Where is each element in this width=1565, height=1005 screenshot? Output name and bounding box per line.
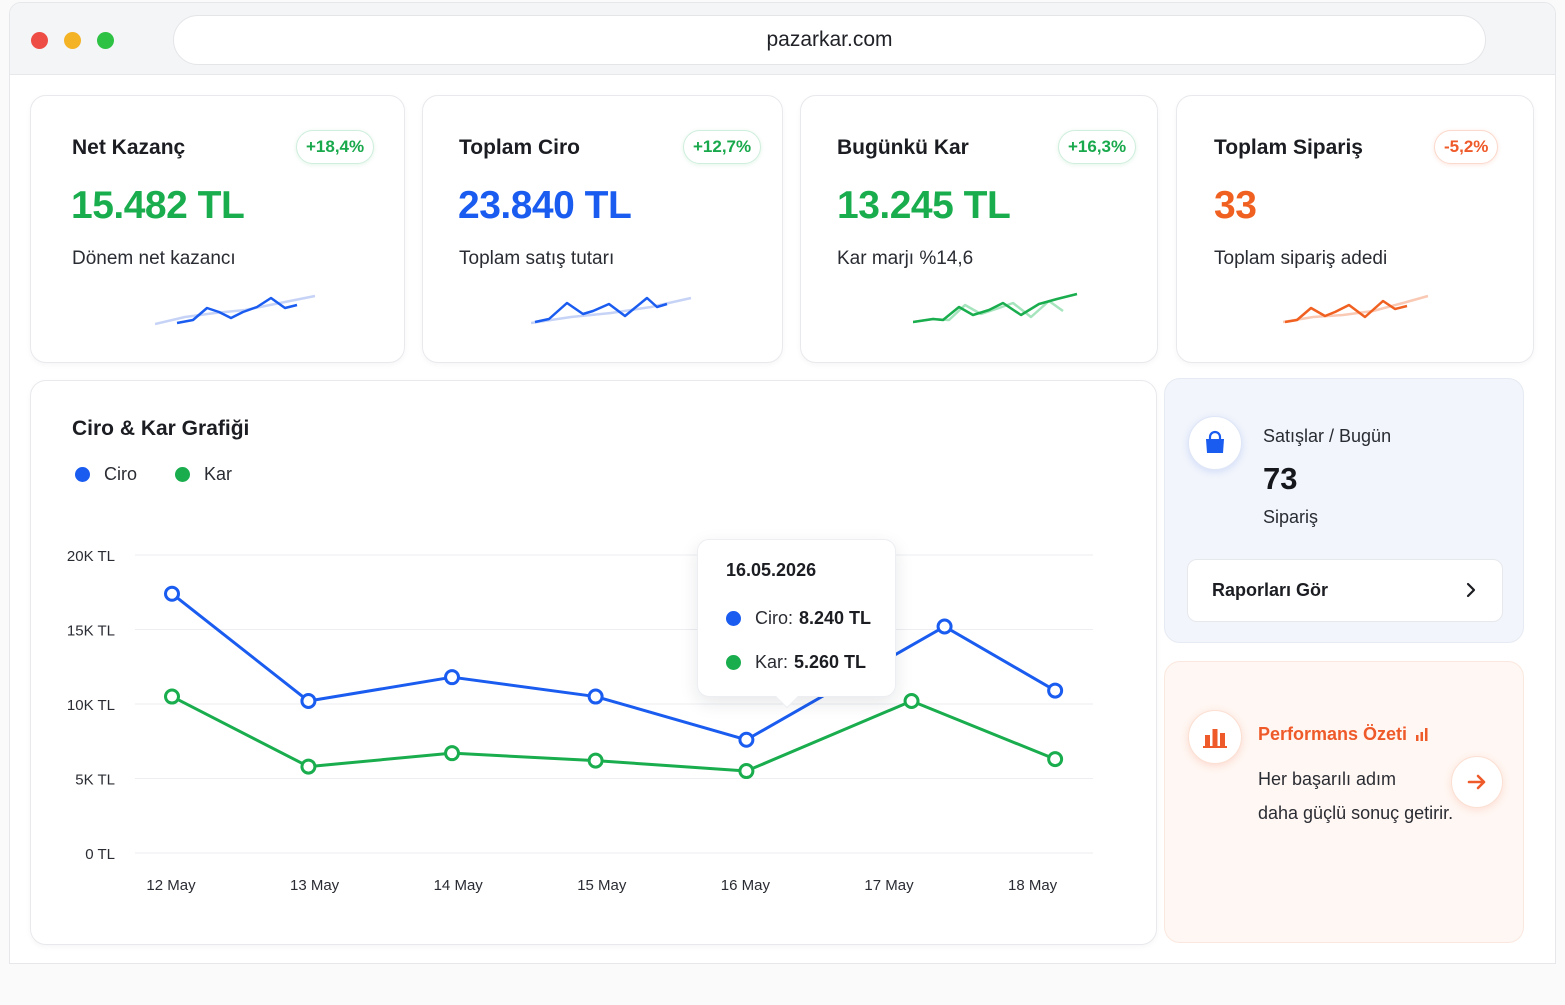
data-point-kar bbox=[1047, 751, 1064, 768]
maximize-window-button[interactable] bbox=[97, 32, 114, 49]
data-point-ciro bbox=[300, 693, 317, 710]
data-point-kar bbox=[587, 752, 604, 769]
legend-kar-label: Kar bbox=[204, 464, 233, 484]
y-tick-label: 10K TL bbox=[67, 697, 115, 714]
x-tick-label: 14 May bbox=[434, 877, 484, 894]
x-tick-label: 17 May bbox=[864, 877, 914, 894]
url-text: pazarkar.com bbox=[766, 28, 893, 51]
change-badge: +16,3% bbox=[1058, 130, 1137, 164]
sales-today-card: Satışlar / Bugün 73 Sipariş Raporları Gö… bbox=[1164, 378, 1524, 643]
kpi-subtitle: Dönem net kazancı bbox=[72, 248, 236, 269]
kpi-value: 15.482 TL bbox=[71, 184, 245, 227]
legend-ciro-label: Ciro bbox=[104, 464, 138, 484]
sparkline-chart bbox=[913, 292, 1078, 324]
tooltip-ciro-dot bbox=[726, 611, 741, 626]
performance-details-button[interactable] bbox=[1451, 756, 1503, 808]
kpi-card-toplam-ciro: Toplam Ciro +12,7% 23.840 TL Toplam satı… bbox=[422, 95, 783, 363]
kpi-subtitle: Toplam sipariş adedi bbox=[1214, 248, 1388, 269]
sales-label: Satışlar / Bugün bbox=[1263, 426, 1392, 446]
y-tick-label: 5K TL bbox=[75, 772, 115, 789]
tooltip-kar-label: Kar: bbox=[755, 652, 789, 672]
series-line-ciro bbox=[171, 592, 1056, 742]
line-chart: 0 TL 5K TL 10K TL 15K TL 20K TL 12 May 13 May 1… bbox=[67, 548, 1093, 894]
kpi-title: Toplam Sipariş bbox=[1214, 136, 1363, 159]
tooltip-date: 16.05.2026 bbox=[726, 560, 817, 580]
change-badge: +12,7% bbox=[683, 130, 762, 164]
change-badge: -5,2% bbox=[1434, 130, 1499, 164]
legend-kar[interactable]: Kar bbox=[175, 464, 232, 485]
chart-card: Ciro & Kar Grafiği Ciro Kar 0 TL 5K TL 10K… bbox=[30, 380, 1157, 945]
signal-bars-icon bbox=[1416, 728, 1428, 741]
change-badge: +18,4% bbox=[296, 130, 375, 164]
performance-title-text: Performans Özeti bbox=[1258, 724, 1408, 744]
shopping-bag-icon bbox=[1188, 416, 1242, 470]
kpi-title: Toplam Ciro bbox=[459, 136, 580, 159]
sales-unit: Sipariş bbox=[1263, 507, 1319, 527]
sales-value: 73 bbox=[1263, 461, 1298, 496]
legend-ciro-dot bbox=[75, 467, 90, 482]
chart-tooltip: 16.05.2026 Ciro: 8.240 TL Kar: 5.260 TL bbox=[697, 539, 896, 709]
arrow-right-icon bbox=[1467, 774, 1486, 790]
kpi-value: 13.245 TL bbox=[837, 184, 1011, 227]
kpi-card-toplam-siparis: Toplam Sipariş -5,2% 33 Toplam sipariş a… bbox=[1176, 95, 1534, 363]
kpi-value: 33 bbox=[1214, 184, 1257, 227]
browser-titlebar: pazarkar.com bbox=[10, 3, 1555, 75]
kpi-card-net-kazanc: Net Kazanç +18,4% 15.482 TL Dönem net ka… bbox=[30, 95, 405, 363]
minimize-window-button[interactable] bbox=[64, 32, 81, 49]
tooltip-ciro-value: 8.240 TL bbox=[799, 608, 872, 628]
data-point-kar bbox=[738, 763, 755, 780]
performance-text-line-1: Her başarılı adım bbox=[1258, 769, 1397, 789]
sparkline-chart bbox=[155, 294, 316, 326]
performance-title: Performans Özeti bbox=[1258, 724, 1429, 745]
x-tick-label: 13 May bbox=[290, 877, 340, 894]
x-tick-label: 18 May bbox=[1008, 877, 1058, 894]
tooltip-kar-value: 5.260 TL bbox=[794, 652, 867, 672]
y-tick-label: 15K TL bbox=[67, 623, 115, 640]
kpi-title: Net Kazanç bbox=[72, 136, 186, 159]
view-reports-label: Raporları Gör bbox=[1212, 580, 1329, 600]
data-point-ciro bbox=[738, 731, 755, 748]
kpi-card-bugunku-kar: Bugünkü Kar +16,3% 13.245 TL Kar marjı %… bbox=[800, 95, 1158, 363]
kpi-value: 23.840 TL bbox=[458, 184, 632, 227]
close-window-button[interactable] bbox=[31, 32, 48, 49]
view-reports-button[interactable]: Raporları Gör bbox=[1187, 559, 1503, 622]
bar-chart-icon bbox=[1188, 710, 1242, 764]
data-point-ciro bbox=[936, 618, 953, 635]
data-point-ciro bbox=[444, 669, 461, 686]
address-bar[interactable]: pazarkar.com bbox=[173, 15, 1486, 65]
sparkline-chart bbox=[1283, 294, 1429, 324]
x-tick-label: 12 May bbox=[146, 877, 196, 894]
tooltip-kar-row: Kar: 5.260 TL bbox=[726, 652, 866, 673]
data-point-kar bbox=[300, 758, 317, 775]
chevron-right-icon bbox=[1466, 582, 1476, 598]
x-tick-label: 16 May bbox=[721, 877, 771, 894]
data-point-kar bbox=[444, 745, 461, 762]
legend-ciro[interactable]: Ciro bbox=[75, 464, 137, 485]
y-tick-label: 20K TL bbox=[67, 548, 115, 565]
data-point-ciro bbox=[587, 688, 604, 705]
data-point-ciro bbox=[1047, 682, 1064, 699]
performance-text-line-2: daha güçlü sonuç getirir. bbox=[1258, 803, 1454, 823]
data-point-ciro bbox=[164, 585, 180, 602]
kpi-subtitle: Toplam satış tutarı bbox=[459, 248, 615, 269]
sparkline-chart bbox=[531, 296, 692, 325]
x-tick-label: 15 May bbox=[577, 877, 627, 894]
legend-kar-dot bbox=[175, 467, 190, 482]
data-point-kar bbox=[903, 693, 920, 710]
tooltip-kar-dot bbox=[726, 655, 741, 670]
kpi-subtitle: Kar marjı %14,6 bbox=[837, 248, 974, 269]
chart-title: Ciro & Kar Grafiği bbox=[72, 417, 250, 440]
tooltip-ciro-label: Ciro: bbox=[755, 608, 794, 628]
performance-summary-card: Performans Özeti Her başarılı adım daha … bbox=[1164, 661, 1524, 943]
kpi-title: Bugünkü Kar bbox=[837, 136, 969, 159]
tooltip-ciro-row: Ciro: 8.240 TL bbox=[726, 608, 871, 629]
y-tick-label: 0 TL bbox=[85, 846, 115, 863]
data-point-kar bbox=[164, 688, 180, 705]
